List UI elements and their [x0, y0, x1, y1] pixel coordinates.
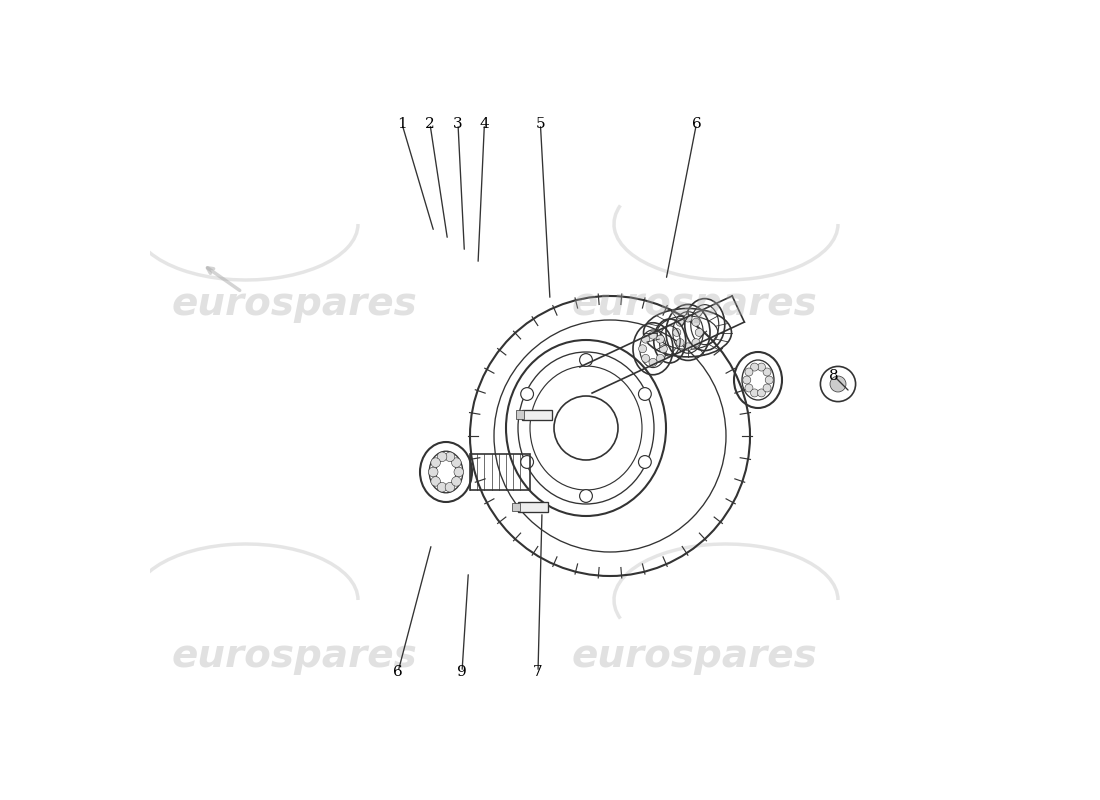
Circle shape: [580, 354, 593, 366]
Circle shape: [695, 329, 703, 337]
FancyBboxPatch shape: [522, 410, 552, 420]
Circle shape: [641, 354, 650, 362]
Circle shape: [742, 376, 751, 384]
Circle shape: [766, 376, 773, 384]
Circle shape: [745, 384, 752, 392]
Text: 7: 7: [534, 665, 542, 679]
Circle shape: [431, 477, 440, 486]
Circle shape: [580, 490, 593, 502]
Text: 2: 2: [425, 117, 435, 131]
Circle shape: [454, 467, 463, 477]
Circle shape: [452, 458, 461, 467]
Circle shape: [649, 331, 657, 339]
Circle shape: [657, 335, 664, 343]
Circle shape: [692, 318, 700, 326]
Text: eurospares: eurospares: [571, 637, 817, 675]
Text: eurospares: eurospares: [172, 285, 417, 323]
Circle shape: [750, 363, 759, 371]
Circle shape: [657, 354, 664, 362]
Text: eurospares: eurospares: [172, 637, 417, 675]
Circle shape: [673, 329, 681, 337]
FancyBboxPatch shape: [513, 503, 519, 511]
Circle shape: [520, 455, 534, 468]
Circle shape: [750, 389, 759, 397]
Circle shape: [431, 458, 440, 467]
Circle shape: [437, 452, 447, 462]
Circle shape: [745, 368, 752, 376]
Circle shape: [659, 345, 668, 353]
Circle shape: [446, 452, 454, 462]
Text: 1: 1: [397, 117, 407, 131]
Circle shape: [452, 477, 461, 486]
Circle shape: [428, 467, 438, 477]
Text: 5: 5: [536, 117, 546, 131]
Circle shape: [763, 384, 771, 392]
Circle shape: [649, 358, 657, 366]
FancyBboxPatch shape: [516, 410, 524, 419]
Circle shape: [638, 387, 651, 400]
Text: 8: 8: [829, 369, 839, 383]
Text: 6: 6: [692, 117, 702, 131]
Circle shape: [638, 455, 651, 468]
Circle shape: [676, 318, 684, 326]
Circle shape: [692, 338, 700, 346]
Circle shape: [684, 314, 692, 322]
Circle shape: [639, 345, 647, 353]
Circle shape: [437, 482, 447, 492]
Text: 9: 9: [458, 665, 466, 679]
Circle shape: [830, 376, 846, 392]
Text: 4: 4: [480, 117, 490, 131]
Text: 3: 3: [453, 117, 463, 131]
Text: 6: 6: [393, 665, 403, 679]
Circle shape: [763, 368, 771, 376]
Circle shape: [676, 338, 684, 346]
FancyBboxPatch shape: [518, 502, 549, 512]
Text: eurospares: eurospares: [571, 285, 817, 323]
Circle shape: [520, 387, 534, 400]
Circle shape: [758, 389, 766, 397]
Circle shape: [684, 343, 692, 351]
Circle shape: [446, 482, 454, 492]
Circle shape: [758, 363, 766, 371]
Circle shape: [641, 335, 650, 343]
